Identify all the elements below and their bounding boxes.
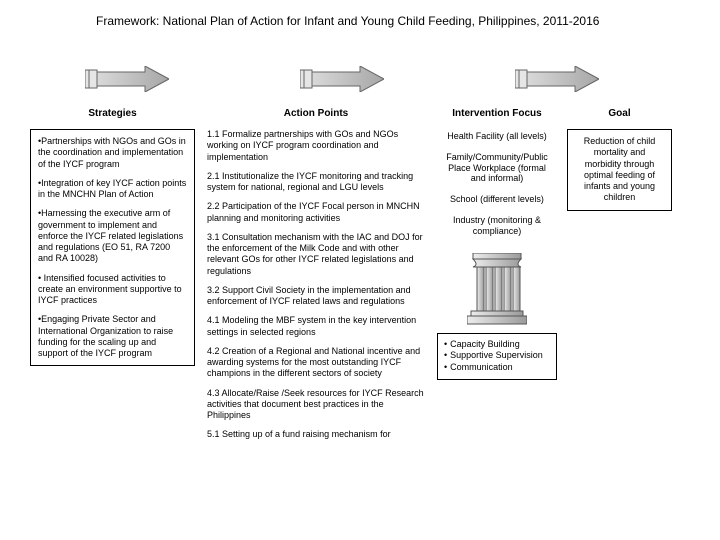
focus-bullet: Capacity Building [444, 339, 550, 351]
action-item: 3.1 Consultation mechanism with the IAC … [207, 232, 425, 277]
strategies-box: •Partnerships with NGOs and GOs in the c… [30, 129, 195, 366]
framework-title: Framework: National Plan of Action for I… [96, 14, 616, 30]
focus-item: Industry (monitoring & compliance) [437, 213, 557, 239]
actions-box: 1.1 Formalize partnerships with GOs and … [205, 129, 427, 441]
goal-box: Reduction of child mortality and morbidi… [567, 129, 672, 211]
arrow-icon [300, 66, 384, 92]
pillar-graphic [437, 253, 557, 327]
strategy-item: •Partnerships with NGOs and GOs in the c… [38, 136, 187, 170]
col-goal: Goal Reduction of child mortality and mo… [567, 108, 672, 211]
header-actions: Action Points [205, 108, 427, 119]
action-item: 5.1 Setting up of a fund raising mechani… [207, 429, 425, 440]
action-item: 4.2 Creation of a Regional and National … [207, 346, 425, 380]
action-item: 1.1 Formalize partnerships with GOs and … [207, 129, 425, 163]
pillar-icon [467, 253, 527, 325]
col-strategies: Strategies •Partnerships with NGOs and G… [30, 108, 195, 366]
action-item: 2.2 Participation of the IYCF Focal pers… [207, 201, 425, 224]
arrow-icon [85, 66, 169, 92]
arrow-row [75, 66, 635, 96]
action-item: 4.1 Modeling the MBF system in the key i… [207, 315, 425, 338]
focus-bullet: Supportive Supervision [444, 350, 550, 362]
strategy-item: • Intensified focused activities to crea… [38, 273, 187, 307]
focus-stack: Health Facility (all levels) Family/Comm… [437, 129, 557, 245]
focus-item: School (different levels) [437, 192, 557, 207]
action-item: 2.1 Institutionalize the IYCF monitoring… [207, 171, 425, 194]
strategy-item: •Integration of key IYCF action points i… [38, 178, 187, 201]
header-strategies: Strategies [30, 108, 195, 119]
action-item: 3.2 Support Civil Society in the impleme… [207, 285, 425, 308]
columns-container: Strategies •Partnerships with NGOs and G… [30, 108, 700, 441]
focus-item: Family/Community/Public Place Workplace … [437, 150, 557, 186]
arrow-icon [515, 66, 599, 92]
col-actions: Action Points 1.1 Formalize partnerships… [205, 108, 427, 441]
focus-bullet: Communication [444, 362, 550, 374]
col-focus: Intervention Focus Health Facility (all … [437, 108, 557, 380]
strategy-item: •Engaging Private Sector and Internation… [38, 314, 187, 359]
header-focus: Intervention Focus [437, 108, 557, 119]
focus-item: Health Facility (all levels) [437, 129, 557, 144]
action-item: 4.3 Allocate/Raise /Seek resources for I… [207, 388, 425, 422]
focus-bullets-box: Capacity Building Supportive Supervision… [437, 333, 557, 380]
strategy-item: •Harnessing the executive arm of governm… [38, 208, 187, 264]
header-goal: Goal [567, 108, 672, 119]
